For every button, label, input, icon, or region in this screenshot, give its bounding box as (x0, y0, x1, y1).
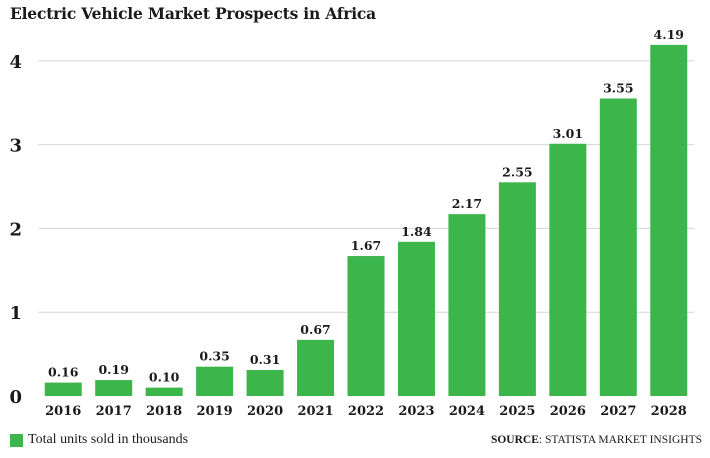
data-label: 0.10 (149, 370, 180, 385)
data-label: 2.17 (452, 196, 482, 211)
bar (95, 380, 133, 396)
data-label: 3.01 (553, 126, 583, 141)
bar (196, 366, 234, 396)
legend: Total units sold in thousands (10, 432, 188, 448)
x-tick-label: 2027 (600, 404, 636, 419)
y-tick-label: 3 (9, 136, 22, 157)
data-label: 3.55 (603, 81, 633, 96)
bar-chart: 0 1 2 3 4 0.16 2016 0.19 2017 0.10 2018 0.35 2019 0.3… (9, 27, 694, 419)
x-tick-label: 2017 (96, 404, 132, 419)
bar (44, 382, 82, 396)
bar (297, 339, 335, 396)
bar (246, 370, 284, 396)
y-tick-label: 4 (9, 52, 22, 73)
bar (498, 182, 536, 396)
x-tick-label: 2018 (146, 404, 182, 419)
x-tick-label: 2023 (398, 404, 434, 419)
bar (599, 98, 637, 396)
source-text: : STATISTA MARKET INSIGHTS (538, 434, 702, 446)
chart-title: Electric Vehicle Market Prospects in Afr… (10, 4, 376, 23)
data-label: 2.55 (502, 164, 532, 179)
bar (650, 44, 688, 397)
data-label: 4.19 (654, 27, 684, 42)
source-note: SOURCE: STATISTA MARKET INSIGHTS (491, 434, 702, 446)
data-label: 1.84 (401, 224, 432, 239)
data-label: 0.16 (48, 365, 79, 380)
legend-label: Total units sold in thousands (28, 432, 189, 447)
y-tick-label: 2 (9, 219, 22, 240)
x-tick-label: 2026 (550, 404, 586, 419)
y-tick-label: 1 (9, 303, 22, 324)
data-label: 0.31 (250, 352, 280, 367)
bar (549, 143, 587, 396)
x-tick-label: 2019 (197, 404, 233, 419)
legend-swatch (10, 433, 23, 447)
x-tick-label: 2028 (651, 404, 687, 419)
x-tick-label: 2025 (499, 404, 535, 419)
data-label: 0.35 (199, 349, 229, 364)
x-tick-label: 2020 (247, 404, 283, 419)
y-tick-label: 0 (9, 387, 22, 408)
bar (448, 214, 486, 396)
x-tick-label: 2022 (348, 404, 384, 419)
x-tick-label: 2024 (449, 404, 485, 419)
bar (145, 387, 183, 396)
x-tick-label: 2016 (45, 404, 81, 419)
data-label: 0.67 (300, 322, 330, 337)
source-prefix: SOURCE (490, 434, 539, 446)
data-label: 1.67 (351, 238, 381, 253)
bar (347, 256, 385, 396)
data-label: 0.19 (98, 362, 128, 377)
bar (397, 241, 435, 396)
x-tick-label: 2021 (297, 404, 333, 419)
